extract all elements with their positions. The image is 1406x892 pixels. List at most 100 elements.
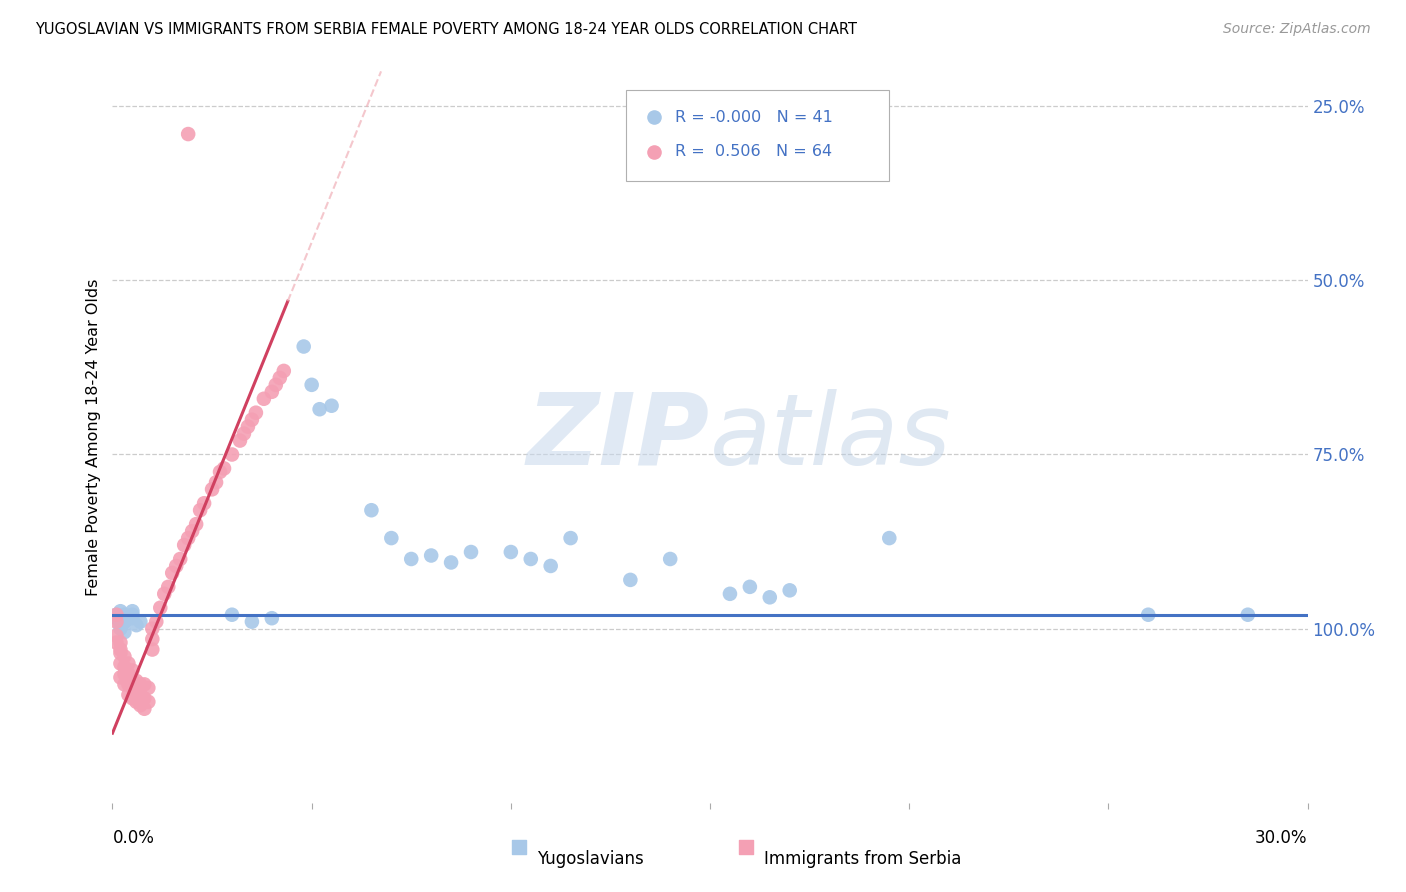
Point	[125, 695, 148, 709]
Point	[221, 448, 243, 462]
Point	[134, 702, 156, 716]
Point	[105, 635, 128, 649]
Point	[105, 611, 128, 625]
Point	[110, 670, 132, 684]
Text: 0.0%: 0.0%	[112, 829, 155, 847]
Point	[129, 677, 152, 691]
Point	[121, 604, 143, 618]
Point	[129, 688, 152, 702]
Point	[229, 434, 252, 448]
Point	[117, 657, 139, 671]
Point	[292, 339, 315, 353]
Point	[253, 392, 276, 406]
Point	[177, 531, 200, 545]
Point	[240, 615, 263, 629]
Text: 30.0%: 30.0%	[1256, 829, 1308, 847]
Point	[134, 691, 156, 706]
Point	[273, 364, 295, 378]
Text: ZIP: ZIP	[527, 389, 710, 485]
Point	[110, 622, 132, 636]
Point	[121, 681, 143, 695]
Point	[193, 496, 215, 510]
Text: R = -0.000   N = 41: R = -0.000 N = 41	[675, 110, 834, 125]
Point	[240, 412, 263, 426]
Point	[105, 607, 128, 622]
Point	[138, 681, 160, 695]
Point	[173, 538, 195, 552]
Point	[121, 673, 143, 688]
Point	[205, 475, 228, 490]
Point	[169, 552, 191, 566]
Point	[110, 604, 132, 618]
Point	[114, 615, 135, 629]
Point	[540, 558, 562, 573]
Point	[181, 524, 204, 538]
Point	[308, 402, 330, 417]
Point	[110, 657, 132, 671]
Point	[162, 566, 183, 580]
Text: atlas: atlas	[710, 389, 952, 485]
Point	[138, 695, 160, 709]
Point	[245, 406, 267, 420]
Point	[460, 545, 482, 559]
Point	[141, 632, 163, 646]
Point	[110, 646, 132, 660]
Point	[114, 667, 135, 681]
Text: R =  0.506   N = 64: R = 0.506 N = 64	[675, 145, 832, 160]
Point	[321, 399, 343, 413]
Point	[110, 635, 132, 649]
Point	[141, 642, 163, 657]
Point	[117, 688, 139, 702]
Point	[301, 377, 323, 392]
Point	[186, 517, 208, 532]
Point	[129, 698, 152, 713]
Point	[105, 615, 128, 629]
Point	[560, 531, 582, 545]
Point	[121, 691, 143, 706]
Point	[117, 611, 139, 625]
Point	[134, 677, 156, 691]
FancyBboxPatch shape	[627, 90, 890, 181]
Point	[145, 615, 167, 629]
Point	[114, 625, 135, 640]
Point	[114, 660, 135, 674]
Point	[759, 591, 782, 605]
Point	[1137, 607, 1160, 622]
Point	[114, 607, 135, 622]
Point	[121, 607, 143, 622]
Point	[105, 607, 128, 622]
Point	[420, 549, 443, 563]
Point	[149, 600, 172, 615]
Point	[233, 426, 256, 441]
Point	[738, 580, 761, 594]
Point	[440, 556, 463, 570]
Point	[188, 503, 211, 517]
Point	[360, 503, 382, 517]
Text: YUGOSLAVIAN VS IMMIGRANTS FROM SERBIA FEMALE POVERTY AMONG 18-24 YEAR OLDS CORRE: YUGOSLAVIAN VS IMMIGRANTS FROM SERBIA FE…	[35, 22, 858, 37]
Point	[520, 552, 543, 566]
Point	[117, 667, 139, 681]
Point	[121, 664, 143, 678]
Point	[129, 615, 152, 629]
Point	[879, 531, 901, 545]
Point	[659, 552, 682, 566]
Point	[401, 552, 423, 566]
Point	[105, 629, 128, 643]
Point	[157, 580, 180, 594]
Point	[1237, 607, 1260, 622]
Point	[779, 583, 801, 598]
Point	[121, 611, 143, 625]
Point	[380, 531, 402, 545]
Point	[153, 587, 176, 601]
Point	[125, 684, 148, 698]
Point	[269, 371, 291, 385]
Point	[165, 558, 187, 573]
Point	[114, 615, 135, 629]
Point	[212, 461, 235, 475]
Point	[114, 649, 135, 664]
Y-axis label: Female Poverty Among 18-24 Year Olds: Female Poverty Among 18-24 Year Olds	[86, 278, 101, 596]
Text: Immigrants from Serbia: Immigrants from Serbia	[763, 850, 962, 868]
Point	[177, 127, 200, 141]
Point	[260, 384, 283, 399]
Point	[110, 618, 132, 632]
